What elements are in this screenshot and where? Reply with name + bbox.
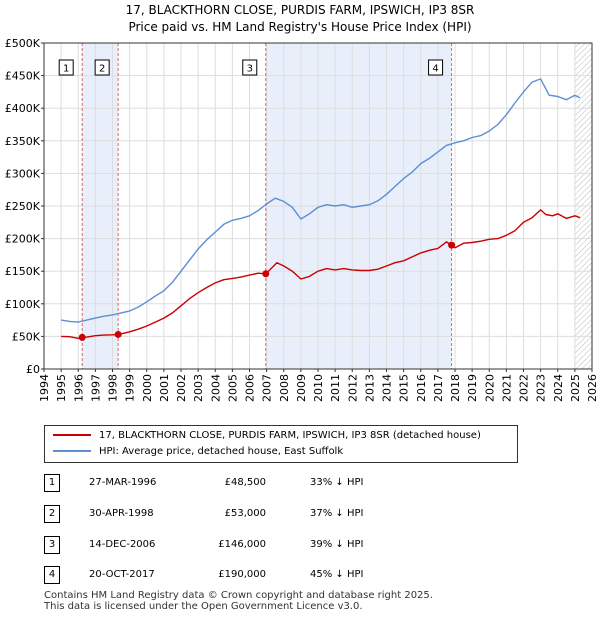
sale-price: £146,000 [218,539,266,550]
x-tick-label: 2026 [586,374,599,402]
x-tick-label: 1994 [38,374,51,402]
sale-number-badge: 1 [44,474,60,492]
x-tick-label: 1999 [124,374,137,402]
sale-label-number: 1 [63,64,69,75]
legend-item-hpi: HPI: Average price, detached house, East… [53,445,343,459]
x-tick-label: 2013 [363,374,376,402]
x-tick-label: 2011 [329,374,342,402]
y-tick-label: £100K [5,298,41,311]
x-tick-label: 2005 [226,374,239,402]
sale-hpi-diff: 37% ↓ HPI [310,508,364,519]
x-tick-label: 1997 [89,374,102,402]
hpi-line [60,78,581,323]
property-price-line [61,209,581,340]
sale-label-box [428,59,444,76]
sale-date: 14-DEC-2006 [89,539,156,550]
legend-label-hpi: HPI: Average price, detached house, East… [99,446,344,457]
x-tick-label: 2003 [192,374,205,402]
legend-label-property: 17, BLACKTHORN CLOSE, PURDIS FARM, IPSWI… [99,430,481,441]
x-tick-label: 2009 [295,374,308,402]
sale-number-badge: 4 [44,566,60,584]
x-tick-label: 2001 [158,374,171,402]
legend-swatch-hpi [53,450,91,452]
x-tick-label: 1996 [72,374,85,402]
y-tick-label: £450K [5,70,41,83]
legend-item-property: 17, BLACKTHORN CLOSE, PURDIS FARM, IPSWI… [53,429,481,443]
x-tick-label: 2015 [398,374,411,402]
x-tick-label: 2017 [432,374,445,402]
y-tick-label: £250K [5,200,41,213]
chart-subtitle: Price paid vs. HM Land Registry's House … [128,20,472,34]
sale-label-box [94,59,110,76]
sale-date: 27-MAR-1996 [89,477,157,488]
y-tick-label: £350K [5,135,41,148]
x-tick-label: 2023 [535,374,548,402]
x-tick-label: 1995 [55,374,68,402]
y-tick-label: £50K [12,330,41,343]
footer-licence: This data is licensed under the Open Gov… [44,601,363,612]
sale-point [448,241,456,249]
legend-swatch-property [53,434,91,436]
sale-date: 20-OCT-2017 [89,569,155,580]
x-tick-label: 2006 [244,374,257,402]
x-tick-label: 1998 [107,374,120,402]
x-tick-label: 2002 [175,374,188,402]
x-tick-label: 2016 [415,374,428,402]
x-tick-label: 2019 [466,374,479,402]
x-tick-label: 2021 [500,374,513,402]
sale-point [114,330,122,338]
sale-label-number: 4 [432,64,438,75]
y-tick-label: £400K [5,102,41,115]
chart-title: 17, BLACKTHORN CLOSE, PURDIS FARM, IPSWI… [125,3,475,17]
x-tick-label: 2025 [569,374,582,402]
sale-hpi-diff: 33% ↓ HPI [310,477,364,488]
legend: 17, BLACKTHORN CLOSE, PURDIS FARM, IPSWI… [44,425,518,463]
x-tick-label: 2022 [518,374,531,402]
y-tick-label: £200K [5,233,41,246]
x-tick-label: 2012 [346,374,359,402]
sale-hpi-diff: 39% ↓ HPI [310,539,364,550]
x-tick-label: 2000 [141,374,154,402]
footer-copyright: Contains HM Land Registry data © Crown c… [44,590,433,601]
x-tick-label: 2024 [552,374,565,402]
y-tick-label: £150K [5,265,41,278]
sale-label-number: 2 [99,64,105,75]
sale-point [262,270,270,278]
x-tick-label: 2018 [449,374,462,402]
sale-label-number: 3 [247,64,253,75]
sale-price: £48,500 [224,477,266,488]
sale-point [78,333,86,341]
x-tick-label: 2007 [261,374,274,402]
y-tick-label: £300K [5,167,41,180]
y-tick-label: £0 [26,363,40,376]
sale-price: £53,000 [224,508,266,519]
x-tick-label: 2010 [312,374,325,402]
sale-number-badge: 3 [44,536,60,554]
sale-label-box [58,59,74,76]
sale-label-box [242,59,258,76]
sale-date: 30-APR-1998 [89,508,154,519]
sale-price: £190,000 [218,569,266,580]
sale-hpi-diff: 45% ↓ HPI [310,569,364,580]
x-tick-label: 2014 [381,374,394,402]
sale-number-badge: 2 [44,505,60,523]
y-tick-label: £500K [5,37,41,50]
x-tick-label: 2008 [278,374,291,402]
x-tick-label: 2004 [209,374,222,402]
price-chart: 1 2 3 4 £0 £50K £100K £150K £200K £250K £300K £350… [5,37,599,402]
x-tick-label: 2020 [483,374,496,402]
